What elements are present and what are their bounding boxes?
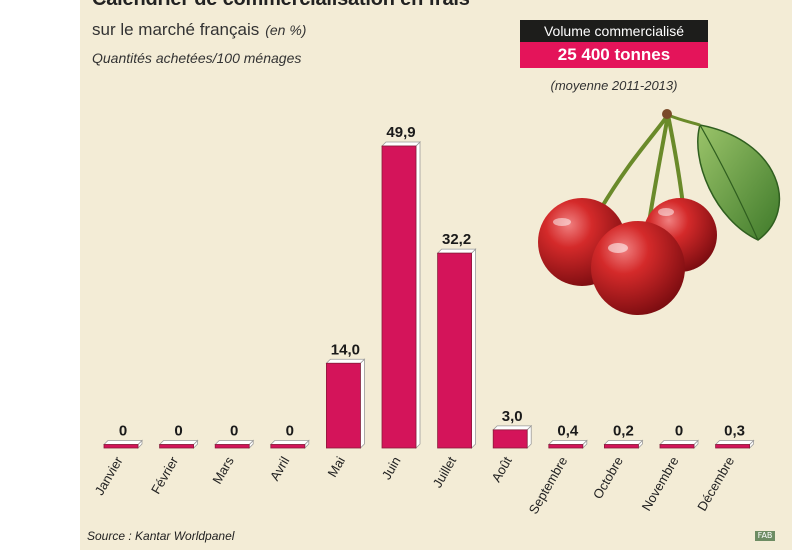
bar — [548, 444, 584, 449]
bar — [325, 362, 361, 449]
bar-group-3: 0 Avril — [267, 423, 310, 483]
data-label: 3,0 — [502, 408, 523, 425]
bar-group-1: 0 Février — [148, 423, 199, 497]
bar — [659, 444, 695, 449]
data-label: 0 — [119, 423, 127, 440]
data-label: 0 — [286, 423, 294, 440]
bar — [492, 429, 528, 449]
chart-title: Calendrier de commercialisation en frais — [92, 0, 470, 11]
chart-subtitle-row: sur le marché français (en %) — [92, 20, 306, 40]
data-label: 32,2 — [442, 231, 471, 248]
data-label: 49,9 — [386, 124, 415, 141]
bar-side — [415, 141, 421, 449]
data-label: 0,2 — [613, 423, 634, 440]
volume-value: 25 400 tonnes — [520, 42, 708, 68]
bar-top — [103, 440, 143, 445]
bar-group-7: 3,0 Août — [488, 408, 533, 485]
bar — [159, 444, 195, 449]
bar-top — [269, 440, 310, 445]
chart-subtitle: sur le marché français — [92, 20, 260, 39]
bar-group-8: 0,4 Septembre — [526, 423, 588, 517]
source-note: Source : Kantar Worldpanel — [87, 529, 235, 543]
bar-top — [214, 440, 255, 445]
data-label: 0 — [675, 423, 683, 440]
category-label: Septembre — [526, 454, 571, 517]
publisher-logo: FAB — [755, 531, 775, 541]
bar — [103, 444, 139, 449]
bar-top — [158, 440, 199, 445]
data-label: 0,4 — [557, 423, 579, 440]
category-label: Janvier — [92, 453, 126, 497]
chart-unit: (en %) — [265, 22, 307, 38]
category-label: Février — [148, 453, 182, 496]
bar-top — [325, 358, 366, 364]
cherries-icon — [538, 109, 781, 315]
chart-subtitle-measure: Quantités achetées/100 ménages — [92, 50, 302, 66]
bar — [715, 444, 750, 449]
bar-top — [547, 440, 588, 445]
bar-top — [492, 425, 533, 431]
category-label: Octobre — [590, 454, 626, 502]
bar-group-0: 0 Janvier — [92, 423, 143, 498]
category-label: Mai — [325, 454, 349, 480]
bar-top — [714, 440, 755, 445]
bar-top — [381, 141, 421, 147]
category-label: Avril — [267, 454, 293, 483]
bar-side — [471, 248, 476, 449]
bar — [437, 252, 473, 449]
bar-group-4: 14,0 Mai — [325, 341, 366, 480]
category-label: Juillet — [430, 454, 460, 491]
bar-side — [360, 358, 365, 449]
bar-group-5: 49,9 Juin — [379, 124, 421, 482]
data-label: 0 — [174, 423, 182, 440]
category-label: Juin — [379, 454, 404, 482]
bar — [214, 444, 250, 449]
category-label: Août — [488, 454, 515, 485]
bar-group-9: 0,2 Octobre — [590, 423, 644, 502]
bar-group-6: 32,2 Juillet — [430, 231, 477, 491]
category-label: Décembre — [694, 454, 737, 513]
category-label: Novembre — [639, 454, 682, 513]
bar — [381, 145, 417, 449]
data-label: 14,0 — [331, 341, 360, 358]
bar-group-2: 0 Mars — [209, 423, 255, 487]
bar-group-10: 0 Novembre — [639, 423, 699, 513]
category-label: Mars — [209, 454, 237, 487]
volume-period: (moyenne 2011-2013) — [550, 78, 678, 93]
bar-top — [436, 248, 477, 254]
data-label: 0 — [230, 423, 238, 440]
bar-top — [659, 440, 699, 445]
bar — [270, 444, 306, 449]
data-label: 0,3 — [724, 423, 745, 440]
bar-group-11: 0,3 Décembre — [694, 423, 755, 513]
bar — [604, 444, 639, 449]
volume-header: Volume commercialisé — [520, 20, 708, 42]
bar-top — [603, 440, 644, 445]
